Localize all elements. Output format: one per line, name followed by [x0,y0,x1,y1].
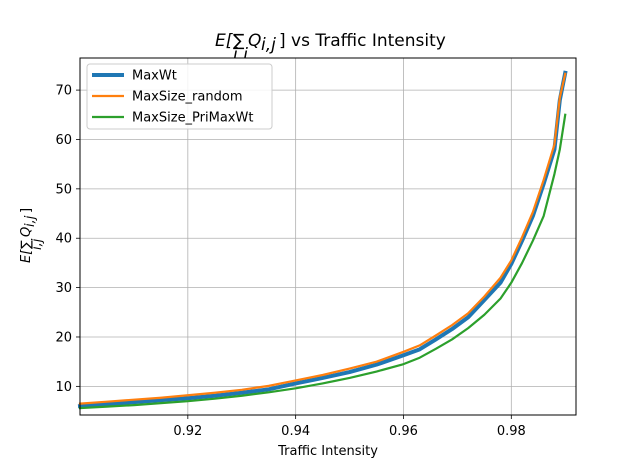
x-tick-label: 0.92 [173,424,202,439]
x-tick-label: 0.94 [281,424,310,439]
y-tick-label: 50 [55,182,72,197]
plot-frame [79,57,577,416]
y-tick-label: 20 [55,330,72,345]
title-rest: ] vs Traffic Intensity [279,31,446,51]
series-line-maxwt [77,70,568,409]
x-axis-label: Traffic Intensity [277,444,378,459]
legend-label: MaxWt [132,69,177,84]
series-line-maxsize-primaxwt [78,113,567,410]
x-tick-label: 0.96 [389,424,418,439]
y-tick-label: 10 [55,380,72,395]
series-layer [77,70,568,410]
title-q-subscript: i,j [261,35,276,55]
x-axis-ticks: 0.92 0.94 0.96 0.98 [173,415,526,439]
series-line-maxsize-random [78,72,567,405]
ylabel-sum-subscript: i,j [30,238,45,250]
y-axis-label: E[ ∑ i,j Q i,j ] [19,208,45,263]
y-tick-label: 40 [55,232,72,247]
ylabel-e-bracket: E[ [19,249,34,263]
ylabel-sum-symbol: ∑ [19,240,34,249]
y-tick-label: 70 [55,84,72,99]
y-axis-ticks: 10 20 30 40 50 60 70 [55,84,80,395]
x-tick-label: 0.98 [497,424,526,439]
title-e-bracket: E[ [215,31,234,51]
ylabel-q-subscript: i,j [23,215,38,227]
y-tick-label: 60 [55,133,72,148]
legend-label: MaxSize_random [132,90,242,105]
ylabel-close-bracket: ] [19,208,34,213]
title-sum-symbol: ∑ [233,31,245,51]
title-q: Q [248,31,261,51]
legend-label: MaxSize_PriMaxWt [132,111,253,126]
y-tick-label: 30 [55,281,72,296]
ylabel-q: Q [19,227,34,237]
legend: MaxWt MaxSize_random MaxSize_PriMaxWt [86,63,273,130]
legend-box [86,63,273,130]
